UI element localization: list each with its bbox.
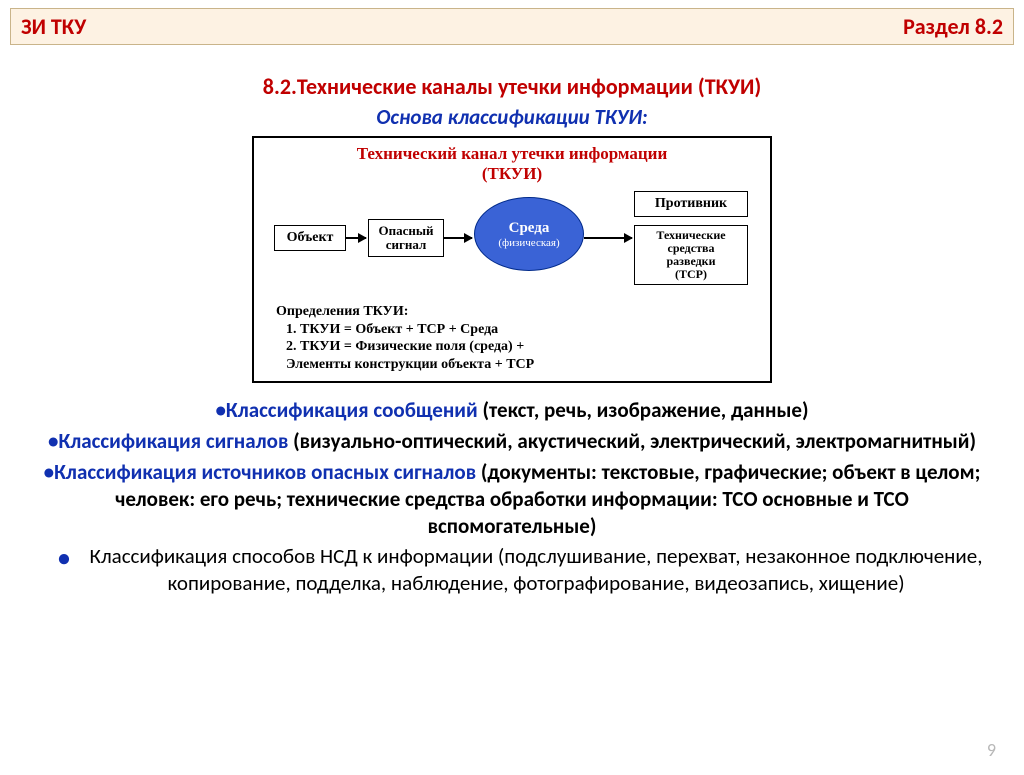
bullet-2: •Классификация сигналов (визуально-оптич… [40,428,984,455]
node-enemy: Противник [634,191,748,217]
defs-heading: Определения ТКУИ: [276,303,760,321]
page-number: 9 [987,739,996,761]
diagram-title-line1: Технический канал утечки информации [357,144,668,163]
tkui-diagram: Технический канал утечки информации (ТКУ… [252,136,772,383]
bullet-1-rest: (текст, речь, изображение, данные) [482,397,808,423]
node-signal: Опасный сигнал [368,219,444,257]
diagram-definitions: Определения ТКУИ: 1. ТКУИ = Объект + ТСР… [264,303,760,373]
bullet-3: •Классификация источников опасных сигнал… [40,459,984,540]
node-object: Объект [274,225,346,251]
bullet-4: • Классификация способов НСД к информаци… [40,543,984,597]
slide-subtitle: Основа классификации ТКУИ: [0,104,1024,130]
bullet-3-lead: •Классификация источников опасных сигнал… [44,459,481,485]
node-tcp: Технические средства разведки (ТСР) [634,225,748,285]
bullet-1-lead: •Классификация сообщений [215,397,482,423]
header-left: ЗИ ТКУ [21,13,86,40]
header-right: Раздел 8.2 [903,13,1003,40]
bullet-1: •Классификация сообщений (текст, речь, и… [40,397,984,424]
diagram-title-line2: (ТКУИ) [482,164,542,183]
slide-title: 8.2.Технические каналы утечки информации… [0,73,1024,100]
bullet-2-rest: (визуально-оптический, акустический, эле… [293,428,976,454]
arrow-2 [444,237,472,239]
bullet-4-marker: • [40,543,88,571]
arrow-1 [346,237,366,239]
defs-line-1: 1. ТКУИ = Объект + ТСР + Среда [286,321,760,339]
bullet-2-lead: •Классификация сигналов [48,428,293,454]
diagram-container: Технический канал утечки информации (ТКУ… [0,136,1024,383]
node-environment: Среда (физическая) [474,197,584,271]
node-env-sub: (физическая) [498,237,559,249]
node-env-main: Среда [509,220,550,237]
defs-line-3: Элементы конструкции объекта + ТСР [286,356,760,374]
bullet-4-lead: Классификация способов НСД к информации [90,543,498,569]
defs-line-2: 2. ТКУИ = Физические поля (среда) + [286,338,760,356]
bullet-list: •Классификация сообщений (текст, речь, и… [0,397,1024,597]
arrow-3 [584,237,632,239]
diagram-title: Технический канал утечки информации (ТКУ… [264,144,760,183]
diagram-flow: Объект Опасный сигнал Среда (физическая)… [264,191,760,301]
header-bar: ЗИ ТКУ Раздел 8.2 [10,8,1014,45]
